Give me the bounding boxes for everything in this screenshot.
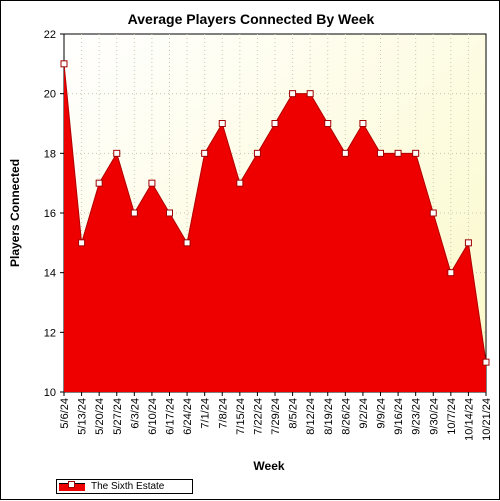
data-point-marker bbox=[394, 149, 402, 157]
data-point-marker bbox=[412, 149, 420, 157]
data-point-marker bbox=[183, 239, 191, 247]
x-tick-label: 8/5/24 bbox=[288, 398, 300, 429]
y-tick-label: 18 bbox=[44, 148, 56, 160]
data-point-marker bbox=[201, 149, 209, 157]
x-tick-label: 9/30/24 bbox=[428, 398, 440, 435]
data-point-marker bbox=[95, 179, 103, 187]
data-point-marker bbox=[166, 209, 173, 217]
x-tick-label: 7/22/24 bbox=[252, 398, 264, 435]
data-point-marker bbox=[148, 179, 156, 187]
x-tick-label: 9/16/24 bbox=[393, 398, 405, 435]
data-point-marker bbox=[253, 149, 261, 157]
y-axis-label: Players Connected bbox=[8, 159, 22, 267]
chart-title: Average Players Connected By Week bbox=[128, 11, 375, 27]
data-point-marker bbox=[306, 90, 314, 98]
legend-swatch bbox=[59, 480, 85, 491]
x-tick-label: 9/9/24 bbox=[376, 398, 388, 429]
x-tick-label: 6/10/24 bbox=[147, 398, 159, 435]
x-tick-label: 8/12/24 bbox=[305, 398, 317, 435]
x-tick-label: 10/14/24 bbox=[463, 398, 475, 441]
x-tick-label: 7/1/24 bbox=[200, 398, 212, 429]
data-point-marker bbox=[289, 90, 297, 98]
x-tick-label: 7/15/24 bbox=[235, 398, 247, 435]
data-point-marker bbox=[113, 149, 121, 157]
x-axis-ticks: 5/6/24 5/13/24 5/20/24 5/27/24 6/3/24 6/10/24… bbox=[59, 392, 493, 441]
x-tick-label: 9/2/24 bbox=[358, 398, 370, 429]
x-tick-label: 6/24/24 bbox=[182, 398, 194, 435]
series-layer bbox=[60, 60, 490, 392]
y-tick-label: 22 bbox=[44, 29, 56, 41]
y-tick-label: 12 bbox=[44, 327, 56, 339]
x-tick-label: 10/7/24 bbox=[446, 398, 458, 435]
legend-series-name: The Sixth Estate bbox=[91, 481, 165, 492]
x-tick-label: 10/21/24 bbox=[481, 398, 493, 441]
data-point-marker bbox=[218, 120, 226, 127]
legend: The Sixth Estate bbox=[56, 479, 193, 494]
x-tick-label: 5/27/24 bbox=[112, 398, 124, 435]
x-tick-label: 9/23/24 bbox=[411, 398, 423, 435]
y-tick-label: 16 bbox=[44, 208, 56, 220]
y-axis-ticks: 10 12 14 16 18 20 22 bbox=[44, 29, 64, 399]
data-point-marker bbox=[377, 149, 384, 157]
x-axis-label: Week bbox=[253, 459, 284, 473]
x-tick-label: 6/17/24 bbox=[165, 398, 177, 435]
data-point-marker bbox=[236, 179, 244, 187]
x-tick-label: 5/6/24 bbox=[59, 398, 71, 429]
data-point-marker bbox=[447, 269, 455, 277]
data-point-marker bbox=[130, 209, 138, 217]
x-tick-label: 8/26/24 bbox=[340, 398, 352, 435]
data-point-marker bbox=[482, 358, 490, 366]
data-point-marker bbox=[429, 209, 437, 217]
x-tick-label: 5/13/24 bbox=[77, 398, 89, 435]
data-point-marker bbox=[359, 120, 367, 127]
x-tick-label: 8/19/24 bbox=[323, 398, 335, 435]
x-tick-label: 7/8/24 bbox=[217, 398, 229, 429]
y-tick-label: 20 bbox=[44, 89, 56, 101]
data-point-marker bbox=[341, 149, 349, 157]
legend-marker bbox=[68, 480, 75, 488]
x-tick-label: 6/3/24 bbox=[129, 398, 141, 429]
x-tick-label: 5/20/24 bbox=[94, 398, 106, 435]
y-tick-label: 14 bbox=[44, 268, 56, 280]
data-point-marker bbox=[324, 120, 332, 127]
series-area bbox=[64, 63, 486, 392]
x-tick-label: 7/29/24 bbox=[270, 398, 282, 435]
data-point-marker bbox=[78, 239, 86, 247]
data-point-marker bbox=[271, 120, 279, 127]
y-tick-label: 10 bbox=[44, 387, 56, 399]
data-point-marker bbox=[464, 239, 472, 247]
data-point-marker bbox=[60, 60, 68, 68]
